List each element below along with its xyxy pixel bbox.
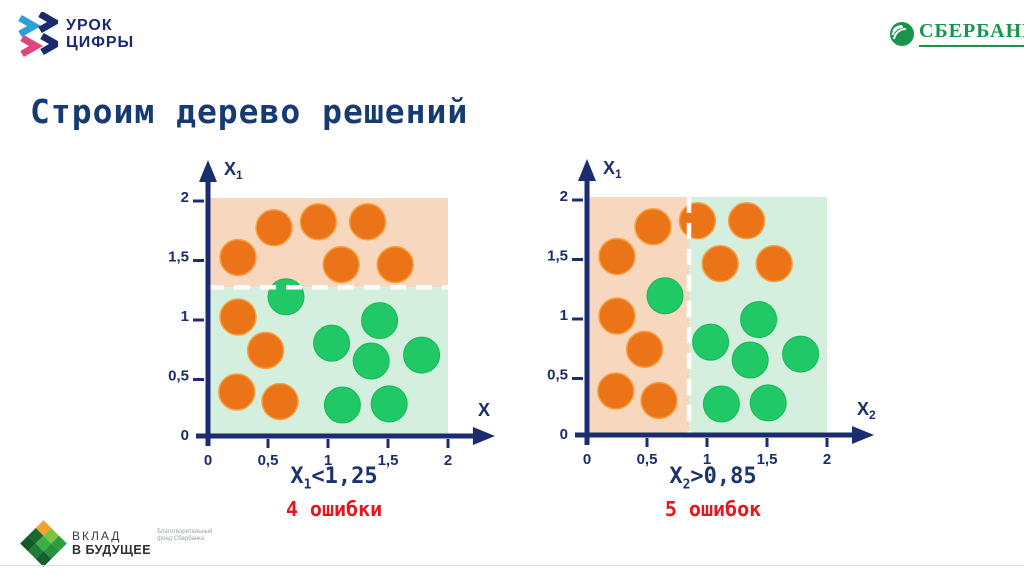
- urok-tsifry-wordmark: УРОК ЦИФРЫ: [66, 17, 134, 51]
- x-tick-label: 2: [823, 451, 831, 467]
- y-axis-arrow-icon: [578, 159, 596, 181]
- rule-var: X: [669, 464, 683, 489]
- data-point-green: [313, 324, 351, 362]
- split-rule-right: X2>0,85: [593, 464, 833, 492]
- data-point-orange: [701, 244, 739, 283]
- data-point-green: [692, 323, 730, 361]
- y-tick-label: 0: [560, 426, 568, 443]
- data-point-green: [323, 386, 361, 424]
- data-point-orange: [348, 203, 387, 241]
- vklad-v-budushchee-logo: ВКЛАД В БУДУЩЕЕ Благотворительный фонд С…: [20, 520, 213, 567]
- page-title: Строим дерево решений: [30, 92, 469, 131]
- data-point-green: [646, 277, 684, 315]
- y-tick-label: 0: [181, 427, 189, 444]
- rule-cond: >0,85: [690, 464, 757, 489]
- urok-tsifry-chevrons-icon: [18, 12, 58, 58]
- x-tick-label: 1,5: [378, 452, 399, 468]
- data-point-green: [702, 385, 740, 423]
- data-point-orange: [376, 245, 414, 284]
- urok-line1: УРОК: [66, 17, 113, 34]
- errors-count-left: 4 ошибки: [285, 497, 383, 521]
- y-axis-arrow-icon: [199, 160, 217, 182]
- data-point-orange: [598, 297, 636, 335]
- data-point-orange: [255, 209, 293, 247]
- y-tick-label: 0,5: [168, 368, 189, 385]
- y-tick-label: 0,5: [547, 367, 568, 384]
- vklad-line1: ВКЛАД: [72, 529, 122, 543]
- x-tick-label: 2: [444, 452, 452, 468]
- scatter-plot: 00 0,5 0,5 1 1 1,5 1,5 2 2 X1 X: [168, 159, 495, 469]
- rule-var: X: [290, 464, 304, 489]
- data-point-green: [403, 336, 441, 374]
- rule-var-sub: 1: [303, 477, 312, 493]
- y-tick-label: 1,5: [168, 249, 189, 266]
- split-rule-left: X1<1,25: [214, 464, 454, 492]
- data-point-green: [749, 384, 787, 422]
- data-point-orange: [322, 245, 360, 284]
- x-axis-label: X2: [857, 399, 876, 422]
- sberbank-wordmark: СБЕРБАНК: [919, 20, 1024, 47]
- vklad-line2: В БУДУЩЕЕ: [72, 543, 152, 557]
- y-axis-label: X1: [224, 159, 243, 182]
- y-tick-label: 1,5: [547, 248, 568, 265]
- data-point-orange: [261, 382, 299, 421]
- rule-cond: <1,25: [311, 464, 378, 489]
- errors-count-right: 5 ошибок: [664, 497, 762, 521]
- data-point-green: [361, 302, 399, 340]
- data-point-orange: [625, 330, 664, 369]
- x-tick-label: 0: [583, 451, 591, 467]
- vklad-wordmark: ВКЛАД В БУДУЩЕЕ: [72, 529, 151, 557]
- data-point-green: [740, 301, 778, 339]
- data-point-orange: [218, 373, 256, 411]
- data-point-orange: [219, 298, 257, 336]
- vklad-diamond-icon: [20, 520, 67, 567]
- x-tick-label: 1,5: [757, 451, 778, 467]
- data-point-green: [782, 335, 820, 373]
- data-point-green: [352, 342, 390, 380]
- data-point-orange: [219, 238, 257, 277]
- x-tick-label: 1: [324, 452, 332, 468]
- y-tick-label: 2: [560, 188, 568, 205]
- sberbank-logo: СБЕРБАНК: [889, 20, 1024, 47]
- urok-line2: ЦИФРЫ: [66, 34, 135, 51]
- x-tick-label: 0,5: [637, 451, 658, 467]
- data-point-green: [370, 385, 408, 423]
- x-tick-label: 0: [204, 452, 212, 468]
- data-point-orange: [755, 244, 793, 283]
- data-point-green: [267, 278, 305, 316]
- data-point-green: [731, 341, 769, 379]
- x-axis-arrow-icon: [473, 427, 495, 445]
- vklad-subtitle: Благотворительный фонд Сбербанка: [157, 529, 213, 542]
- x-axis-arrow-icon: [852, 426, 874, 444]
- decision-split-chart-right: 0 0 0,5 0,5 1 1 1,5 1,5 2 2 X1 X2: [527, 147, 877, 468]
- data-point-orange: [246, 331, 285, 370]
- data-point-orange: [598, 237, 636, 276]
- data-point-orange: [678, 202, 717, 240]
- scatter-plot: 00 0,5 0,5 1 1 1,5 1,5 2 2 X1 X2: [547, 158, 876, 468]
- data-point-orange: [597, 372, 635, 410]
- data-point-orange: [727, 202, 766, 240]
- bottom-divider: [0, 565, 1024, 566]
- data-point-orange: [634, 208, 672, 246]
- data-point-orange: [640, 381, 678, 420]
- x-tick-label: 0,5: [258, 452, 279, 468]
- rule-var-sub: 2: [682, 477, 691, 493]
- data-point-orange: [299, 203, 338, 241]
- sberbank-emblem-icon: [890, 21, 914, 46]
- y-tick-label: 2: [181, 189, 189, 206]
- decision-split-chart-left: 0 0 0,5 0,5 1 1 1,5 1,5 2 2 X1 X: [148, 148, 498, 469]
- x-axis-label: X: [478, 400, 490, 420]
- y-axis-label: X1: [603, 158, 622, 181]
- y-tick-label: 1: [560, 307, 568, 324]
- y-tick-label: 1: [181, 308, 189, 325]
- x-tick-label: 1: [703, 451, 711, 467]
- urok-tsifry-logo: УРОК ЦИФРЫ: [16, 12, 134, 58]
